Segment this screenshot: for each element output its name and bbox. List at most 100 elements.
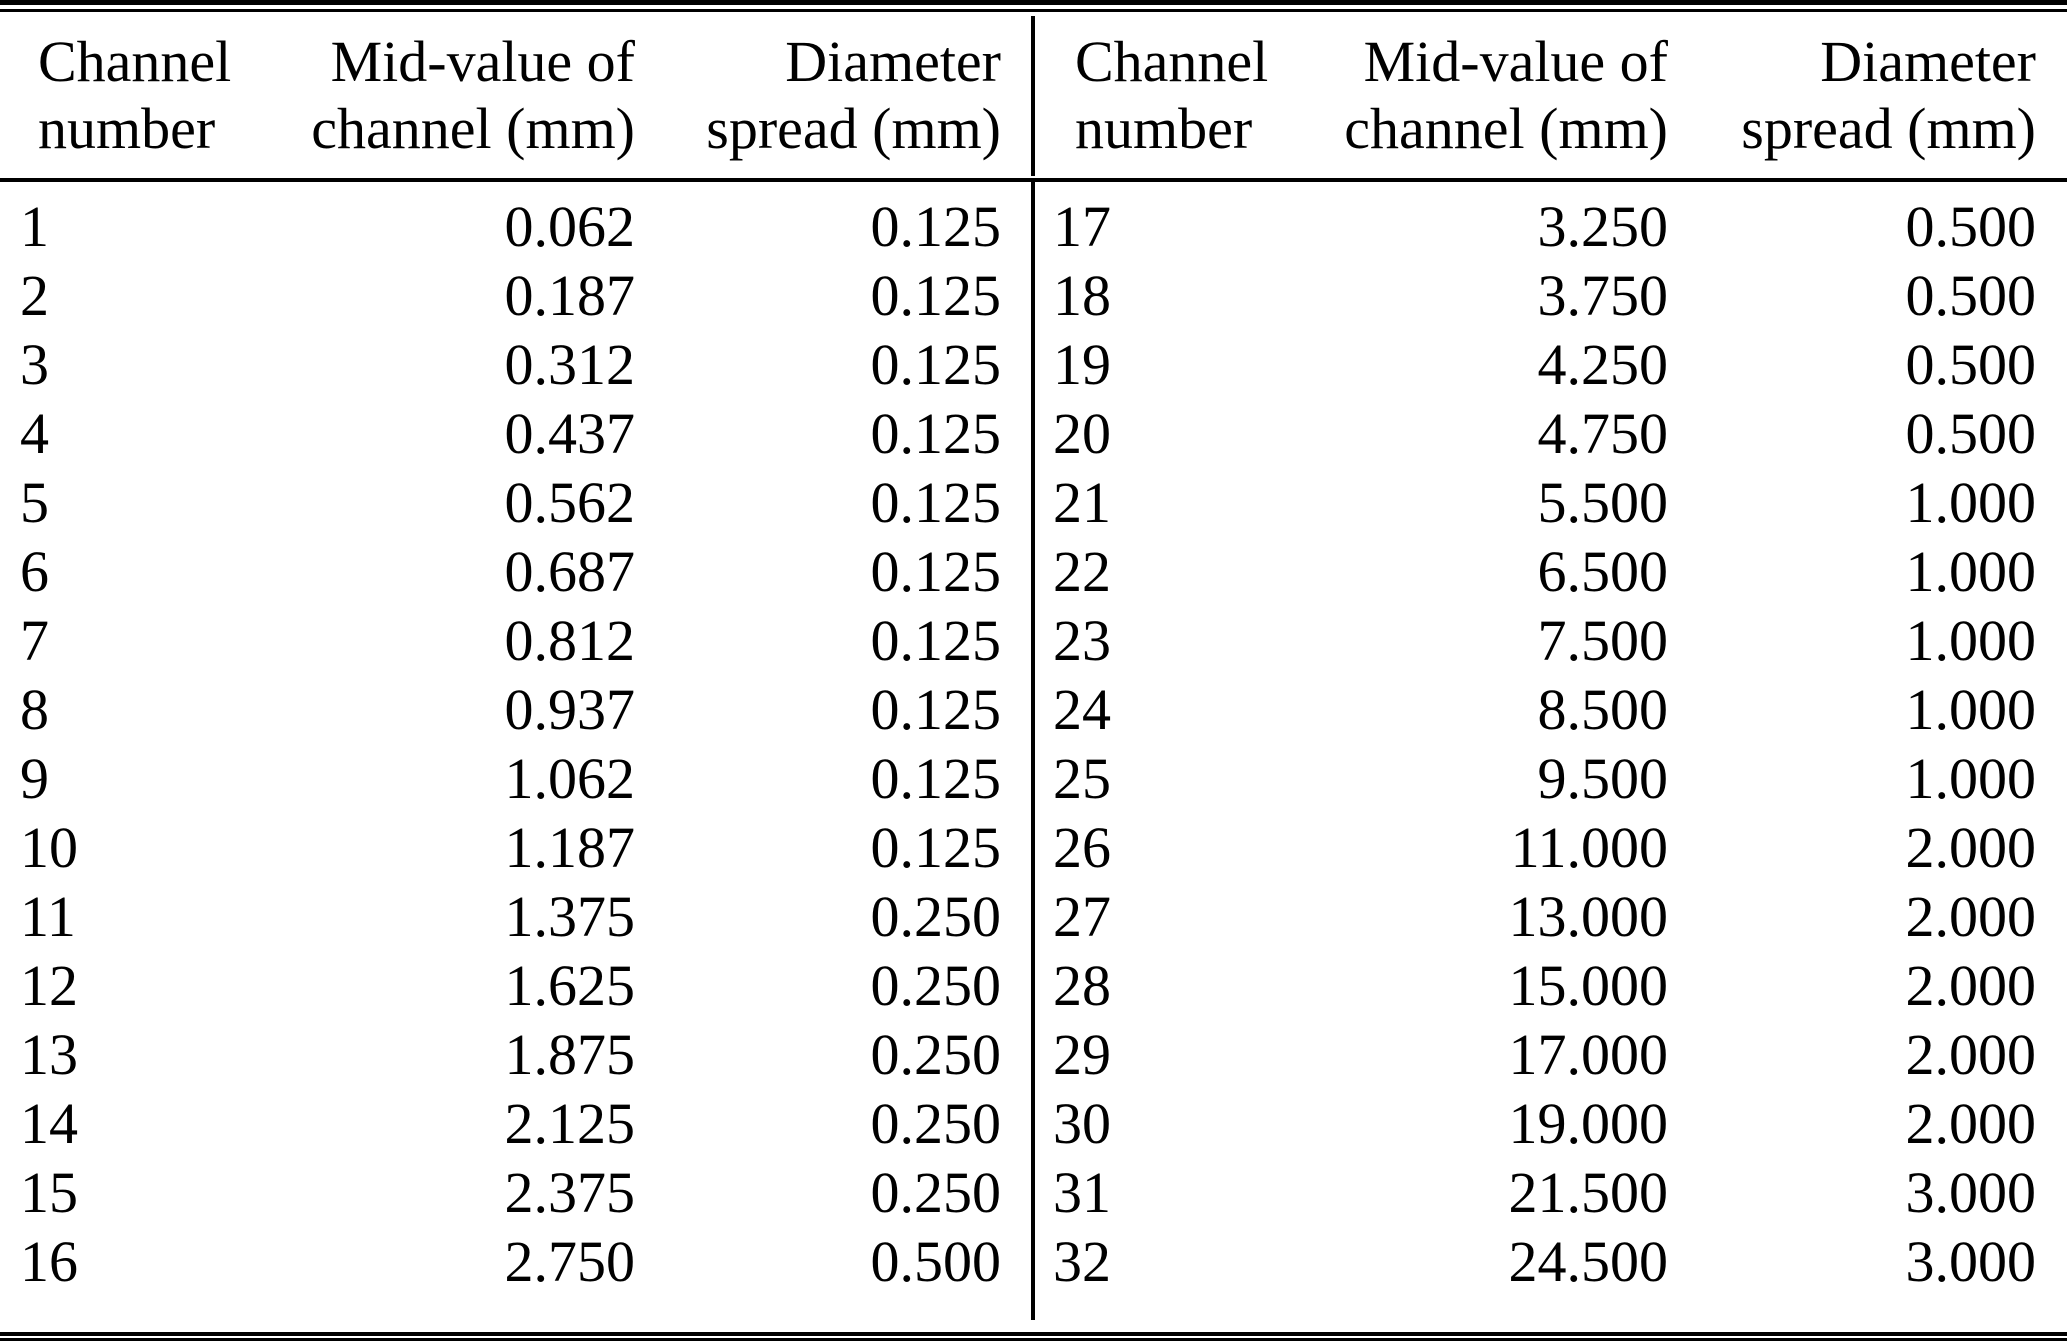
header-separator-rule	[0, 178, 2067, 182]
header-line: Channel	[1075, 29, 1269, 95]
cell-diameter-spread: 0.125	[870, 194, 1002, 259]
cell-channel-number: 14	[20, 1091, 78, 1156]
cell-mid-value: 4.250	[1537, 332, 1669, 397]
table-row: 3 0.312 0.125 19 4.250 0.500	[0, 330, 2067, 399]
cell-diameter-spread: 0.125	[870, 746, 1002, 811]
header-line: number	[38, 96, 216, 161]
cell-diameter-spread: 0.125	[870, 815, 1002, 880]
cell-channel-number: 25	[1053, 746, 1111, 811]
header-line: spread (mm)	[706, 96, 1001, 161]
top-rule-outer	[0, 0, 2067, 5]
cell-mid-value: 19.000	[1508, 1091, 1669, 1156]
table-row: 14 2.125 0.250 30 19.000 2.000	[0, 1089, 2067, 1158]
cell-mid-value: 0.562	[504, 470, 636, 535]
cell-channel-number: 17	[1053, 194, 1111, 259]
cell-mid-value: 7.500	[1537, 608, 1669, 673]
cell-mid-value: 17.000	[1508, 1022, 1669, 1087]
top-rule-inner	[0, 9, 2067, 12]
table-row: 12 1.625 0.250 28 15.000 2.000	[0, 951, 2067, 1020]
cell-diameter-spread: 0.500	[1905, 194, 2037, 259]
cell-channel-number: 31	[1053, 1160, 1111, 1225]
header-row: Channel number Mid-value of channel (mm)…	[0, 12, 2067, 180]
cell-diameter-spread: 0.125	[870, 470, 1002, 535]
cell-mid-value: 2.750	[504, 1229, 636, 1294]
table-row: 8 0.937 0.125 24 8.500 1.000	[0, 675, 2067, 744]
cell-channel-number: 30	[1053, 1091, 1111, 1156]
cell-mid-value: 3.250	[1537, 194, 1669, 259]
cell-mid-value: 2.375	[504, 1160, 636, 1225]
cell-channel-number: 32	[1053, 1229, 1111, 1294]
cell-mid-value: 0.812	[504, 608, 636, 673]
cell-diameter-spread: 0.500	[1905, 263, 2037, 328]
cell-channel-number: 2	[20, 263, 49, 328]
header-channel-number-right: Channel number	[1033, 12, 1283, 180]
table-row: 10 1.187 0.125 26 11.000 2.000	[0, 813, 2067, 882]
header-line: Diameter	[785, 29, 1001, 95]
table-row: 11 1.375 0.250 27 13.000 2.000	[0, 882, 2067, 951]
cell-diameter-spread: 1.000	[1905, 746, 2037, 811]
cell-mid-value: 2.125	[504, 1091, 636, 1156]
cell-mid-value: 0.062	[504, 194, 636, 259]
channel-size-table: Channel number Mid-value of channel (mm)…	[0, 12, 2067, 1296]
cell-diameter-spread: 0.125	[870, 332, 1002, 397]
cell-diameter-spread: 0.125	[870, 677, 1002, 742]
header-line: channel (mm)	[311, 96, 635, 161]
cell-channel-number: 15	[20, 1160, 78, 1225]
cell-diameter-spread: 0.500	[870, 1229, 1002, 1294]
cell-diameter-spread: 0.250	[870, 1160, 1002, 1225]
table-row: 1 0.062 0.125 17 3.250 0.500	[0, 192, 2067, 261]
table-row: 13 1.875 0.250 29 17.000 2.000	[0, 1020, 2067, 1089]
cell-mid-value: 8.500	[1537, 677, 1669, 742]
cell-channel-number: 13	[20, 1022, 78, 1087]
header-line: Diameter	[1820, 29, 2036, 95]
cell-mid-value: 3.750	[1537, 263, 1669, 328]
cell-channel-number: 20	[1053, 401, 1111, 466]
cell-channel-number: 1	[20, 194, 49, 259]
cell-channel-number: 21	[1053, 470, 1111, 535]
cell-channel-number: 23	[1053, 608, 1111, 673]
table-row: 4 0.437 0.125 20 4.750 0.500	[0, 399, 2067, 468]
cell-mid-value: 0.187	[504, 263, 636, 328]
header-line: Mid-value of	[330, 29, 635, 95]
cell-diameter-spread: 0.250	[870, 884, 1002, 949]
table-row: 15 2.375 0.250 31 21.500 3.000	[0, 1158, 2067, 1227]
cell-diameter-spread: 2.000	[1905, 884, 2037, 949]
cell-diameter-spread: 2.000	[1905, 1091, 2037, 1156]
cell-channel-number: 4	[20, 401, 49, 466]
table-row: 16 2.750 0.500 32 24.500 3.000	[0, 1227, 2067, 1296]
header-diameter-spread-left: Diameter spread (mm)	[640, 12, 1033, 180]
header-mid-value-left: Mid-value of channel (mm)	[250, 12, 640, 180]
cell-diameter-spread: 2.000	[1905, 953, 2037, 1018]
cell-diameter-spread: 2.000	[1905, 1022, 2037, 1087]
cell-channel-number: 11	[20, 884, 76, 949]
cell-channel-number: 16	[20, 1229, 78, 1294]
cell-diameter-spread: 0.500	[1905, 332, 2037, 397]
cell-diameter-spread: 3.000	[1905, 1160, 2037, 1225]
cell-channel-number: 3	[20, 332, 49, 397]
cell-diameter-spread: 0.125	[870, 263, 1002, 328]
cell-channel-number: 19	[1053, 332, 1111, 397]
center-divider-header	[1031, 16, 1035, 176]
cell-mid-value: 11.000	[1510, 815, 1668, 880]
header-channel-number-left: Channel number	[0, 12, 250, 180]
header-line: Mid-value of	[1363, 29, 1668, 95]
cell-mid-value: 1.187	[504, 815, 636, 880]
cell-channel-number: 22	[1053, 539, 1111, 604]
cell-mid-value: 6.500	[1537, 539, 1669, 604]
cell-mid-value: 0.312	[504, 332, 636, 397]
cell-mid-value: 1.062	[504, 746, 636, 811]
cell-channel-number: 28	[1053, 953, 1111, 1018]
cell-channel-number: 29	[1053, 1022, 1111, 1087]
cell-diameter-spread: 0.125	[870, 539, 1002, 604]
cell-mid-value: 15.000	[1508, 953, 1669, 1018]
header-diameter-spread-right: Diameter spread (mm)	[1673, 12, 2067, 180]
header-line: channel (mm)	[1344, 96, 1668, 161]
table-row: 9 1.062 0.125 25 9.500 1.000	[0, 744, 2067, 813]
cell-channel-number: 26	[1053, 815, 1111, 880]
cell-diameter-spread: 3.000	[1905, 1229, 2037, 1294]
cell-mid-value: 0.437	[504, 401, 636, 466]
cell-channel-number: 5	[20, 470, 49, 535]
cell-mid-value: 5.500	[1537, 470, 1669, 535]
cell-channel-number: 12	[20, 953, 78, 1018]
